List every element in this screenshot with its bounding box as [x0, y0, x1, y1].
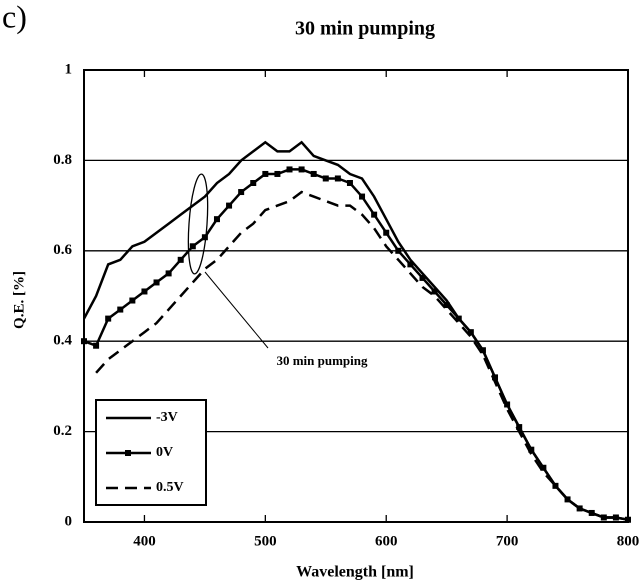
series-marker — [165, 270, 172, 277]
series-marker — [443, 302, 450, 309]
series-marker — [177, 256, 184, 263]
chart-title: 30 min pumping — [295, 18, 435, 40]
y-tick-label: 1 — [65, 61, 73, 77]
series-marker — [552, 482, 559, 489]
series-marker — [600, 514, 607, 521]
series-marker — [407, 261, 414, 268]
y-tick-label: 0.8 — [53, 152, 72, 168]
series-marker — [492, 374, 499, 381]
series-marker — [153, 279, 160, 286]
x-tick-label: 600 — [375, 533, 398, 549]
series-marker — [322, 175, 329, 182]
series-marker — [238, 189, 245, 196]
series-marker — [479, 347, 486, 354]
series-marker — [81, 338, 87, 345]
series-marker — [310, 170, 317, 177]
series-marker — [625, 516, 631, 523]
series-marker — [298, 166, 305, 173]
series-line — [83, 168, 629, 521]
series-marker — [226, 202, 233, 209]
series-marker — [359, 193, 366, 200]
series-marker — [274, 170, 281, 177]
series-marker — [93, 342, 100, 349]
series-marker — [431, 288, 438, 295]
y-tick-label: 0.2 — [53, 423, 72, 439]
series-marker — [516, 424, 523, 431]
panel-label: c) — [2, 0, 27, 34]
series-marker — [201, 234, 208, 241]
legend-label: -3V — [156, 410, 178, 425]
series-marker — [262, 170, 269, 177]
series-marker — [189, 243, 196, 250]
series-marker — [467, 329, 474, 336]
series-marker — [105, 315, 112, 322]
series-marker — [504, 401, 511, 408]
x-tick-label: 400 — [133, 533, 156, 549]
series-marker — [395, 247, 402, 254]
x-axis-label: Wavelength [nm] — [296, 564, 414, 581]
x-tick-label: 700 — [496, 533, 519, 549]
series-marker — [129, 297, 136, 304]
legend-marker — [125, 450, 131, 456]
series-marker — [250, 180, 257, 186]
x-tick-label: 500 — [254, 533, 277, 549]
series-marker — [371, 211, 378, 218]
series-marker — [419, 274, 426, 281]
annotation-ellipse — [187, 173, 209, 275]
x-tick-label: 800 — [617, 533, 640, 549]
plot-frame — [83, 69, 629, 523]
series-marker — [455, 315, 462, 322]
series-marker — [383, 229, 390, 236]
annotation-leader — [204, 271, 269, 349]
series-marker — [117, 306, 124, 313]
legend-label: 0V — [156, 445, 173, 460]
series-marker — [540, 464, 547, 471]
y-tick-label: 0.6 — [53, 242, 72, 258]
series-line — [95, 190, 629, 521]
annotation: 30 min pumping — [276, 353, 368, 368]
series-marker — [564, 496, 571, 503]
series-marker — [334, 175, 341, 182]
legend-label: 0.5V — [156, 480, 184, 495]
y-tick-label: 0.4 — [53, 333, 72, 349]
series-marker — [528, 446, 535, 453]
series-marker — [141, 288, 148, 295]
y-axis-label: Q.E. [%] — [11, 271, 27, 329]
series-marker — [213, 216, 220, 223]
series-marker — [286, 166, 293, 173]
series-marker — [346, 180, 353, 186]
y-tick-label: 0 — [65, 513, 73, 529]
